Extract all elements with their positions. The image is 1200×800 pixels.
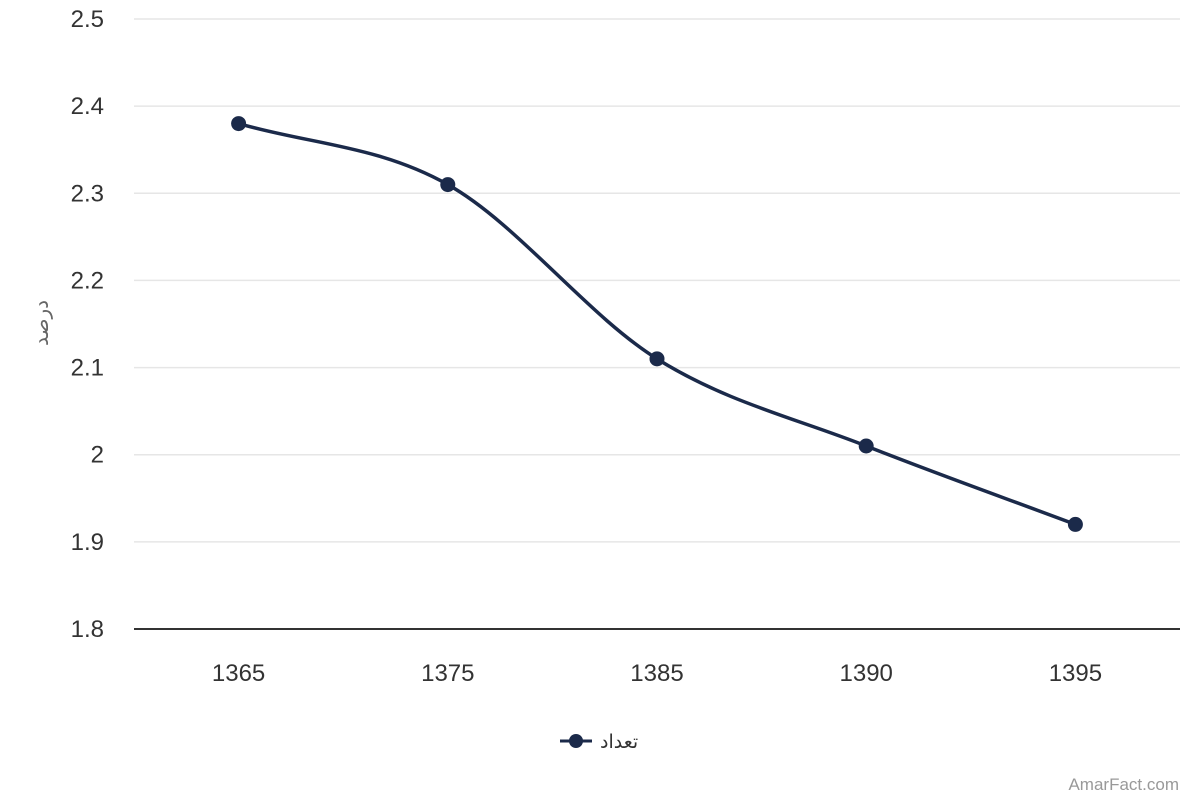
data-point[interactable] xyxy=(649,351,665,367)
y-tick-label: 2 xyxy=(91,442,104,469)
x-axis-tick-labels: 1365 1375 1385 1390 1395 xyxy=(212,660,1102,687)
legend[interactable]: تعداد xyxy=(560,731,638,753)
legend-label: تعداد xyxy=(600,731,638,753)
legend-marker xyxy=(569,734,583,748)
x-tick-label: 1395 xyxy=(1049,660,1102,687)
x-tick-label: 1365 xyxy=(212,660,265,687)
data-point[interactable] xyxy=(858,438,874,454)
data-points xyxy=(231,116,1083,532)
data-point[interactable] xyxy=(231,116,247,132)
y-tick-label: 2.3 xyxy=(71,180,104,207)
series-line-layer xyxy=(236,121,1078,527)
y-tick-label: 2.4 xyxy=(71,93,104,120)
y-tick-label: 2.2 xyxy=(71,267,104,294)
series-line xyxy=(236,121,1078,527)
x-tick-label: 1375 xyxy=(421,660,474,687)
y-axis-tick-labels: 1.8 1.9 2 2.1 2.2 2.3 2.4 2.5 xyxy=(71,6,104,643)
data-point[interactable] xyxy=(1067,516,1083,532)
x-tick-label: 1385 xyxy=(630,660,683,687)
y-axis-title: درصد xyxy=(29,300,53,346)
credits-link[interactable]: AmarFact.com xyxy=(1068,775,1179,794)
y-tick-label: 1.9 xyxy=(71,529,104,556)
y-tick-label: 2.1 xyxy=(71,355,104,382)
y-tick-label: 2.5 xyxy=(71,6,104,33)
grid-lines xyxy=(134,18,1180,543)
data-point[interactable] xyxy=(440,177,456,193)
x-tick-label: 1390 xyxy=(840,660,893,687)
y-tick-label: 1.8 xyxy=(71,616,104,643)
